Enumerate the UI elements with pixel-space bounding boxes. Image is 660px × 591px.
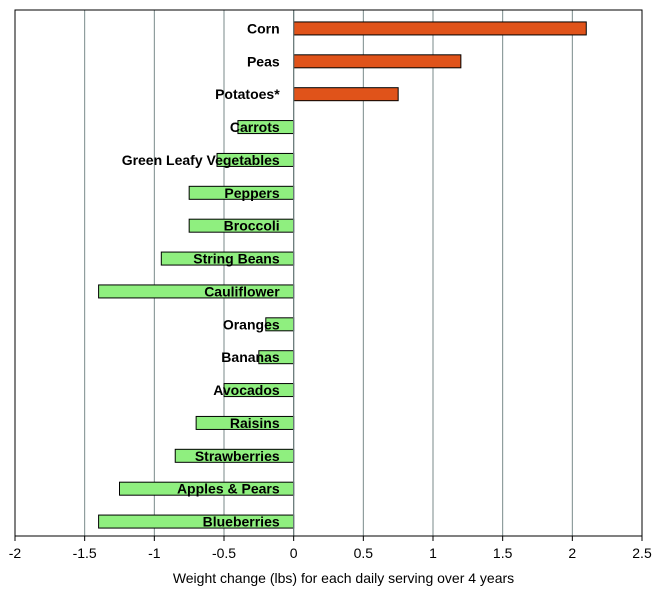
category-label: Peas: [247, 53, 280, 69]
x-tick-labels: -2 -1.5 -1 -0.5 0 0.5 1 1.5 2 2.5: [9, 536, 652, 561]
bars: [98, 10, 587, 536]
category-label: Cauliflower: [204, 283, 280, 299]
category-label: Strawberries: [195, 448, 280, 464]
x-tick-label: 2: [568, 545, 576, 561]
x-tick-label: -1: [148, 545, 161, 561]
bar: [293, 87, 399, 102]
bar: [293, 21, 587, 36]
x-axis-title: Weight change (lbs) for each daily servi…: [173, 570, 514, 586]
x-tick-label: 0.5: [354, 545, 374, 561]
x-tick-label: -2: [9, 545, 22, 561]
category-label: Oranges: [223, 316, 280, 332]
plot-frame: [14, 9, 643, 537]
x-tick-label: -1.5: [73, 545, 97, 561]
category-label: Broccoli: [224, 218, 280, 234]
category-label: Raisins: [230, 415, 280, 431]
category-label: Corn: [247, 20, 280, 36]
category-label: Apples & Pears: [177, 481, 280, 497]
x-tick-label: 0: [290, 545, 298, 561]
category-label: Bananas: [221, 349, 280, 365]
category-labels: Corn Peas Potatoes* Carrots Green Leafy Vege…: [122, 20, 281, 529]
category-label: Carrots: [230, 119, 280, 135]
x-tick-label: 1: [429, 545, 437, 561]
category-label: Potatoes*: [215, 86, 280, 102]
category-label: String Beans: [193, 251, 280, 267]
bar: [293, 54, 462, 69]
x-tick-label: 1.5: [493, 545, 513, 561]
x-tick-label: 2.5: [632, 545, 652, 561]
category-label: Avocados: [213, 382, 280, 398]
category-label: Green Leafy Vegetables: [122, 152, 280, 168]
x-tick-label: -0.5: [212, 545, 236, 561]
category-label: Blueberries: [203, 514, 280, 530]
category-label: Peppers: [224, 185, 279, 201]
